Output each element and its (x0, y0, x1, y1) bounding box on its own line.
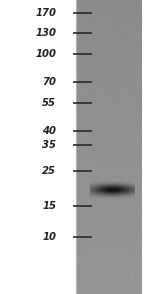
Text: 100: 100 (35, 49, 56, 59)
Text: 55: 55 (42, 98, 56, 108)
Text: 170: 170 (35, 8, 56, 18)
Text: 15: 15 (42, 201, 56, 211)
Text: 35: 35 (42, 140, 56, 150)
Text: 70: 70 (42, 77, 56, 87)
Text: 10: 10 (42, 232, 56, 242)
Text: 130: 130 (35, 28, 56, 38)
Text: 40: 40 (42, 126, 56, 136)
Text: 25: 25 (42, 166, 56, 176)
